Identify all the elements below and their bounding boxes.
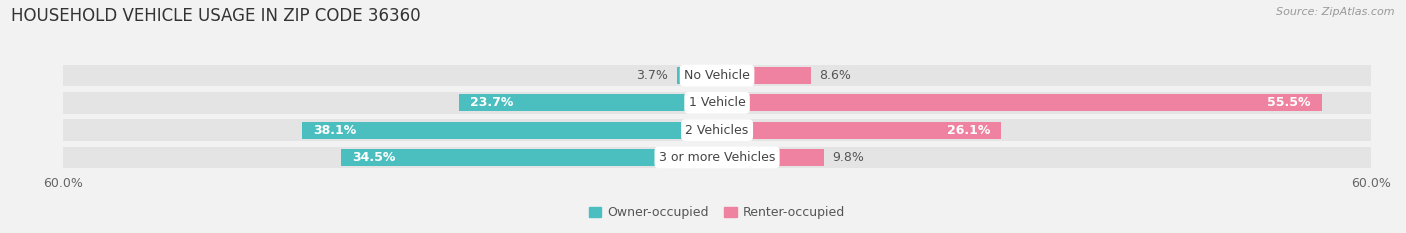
Bar [676,67,717,84]
Legend: Owner-occupied, Renter-occupied: Owner-occupied, Renter-occupied [583,201,851,224]
Bar [717,67,811,84]
Text: Source: ZipAtlas.com: Source: ZipAtlas.com [1277,7,1395,17]
Bar [63,147,1371,168]
Text: 1 Vehicle: 1 Vehicle [689,96,745,109]
Bar [717,122,1001,139]
Bar [63,65,1371,86]
Text: 3 or more Vehicles: 3 or more Vehicles [659,151,775,164]
Text: 9.8%: 9.8% [832,151,865,164]
Text: No Vehicle: No Vehicle [685,69,749,82]
Bar [302,122,717,139]
Bar [342,149,717,166]
Bar [458,94,717,111]
Bar [63,119,1371,141]
Bar [717,94,1322,111]
Text: 38.1%: 38.1% [312,124,356,137]
Text: HOUSEHOLD VEHICLE USAGE IN ZIP CODE 36360: HOUSEHOLD VEHICLE USAGE IN ZIP CODE 3636… [11,7,420,25]
Bar [717,149,824,166]
Text: 26.1%: 26.1% [948,124,991,137]
Text: 34.5%: 34.5% [352,151,395,164]
Text: 3.7%: 3.7% [636,69,668,82]
Text: 23.7%: 23.7% [470,96,513,109]
Bar [63,92,1371,114]
Text: 2 Vehicles: 2 Vehicles [686,124,748,137]
Text: 55.5%: 55.5% [1267,96,1310,109]
Text: 8.6%: 8.6% [820,69,852,82]
